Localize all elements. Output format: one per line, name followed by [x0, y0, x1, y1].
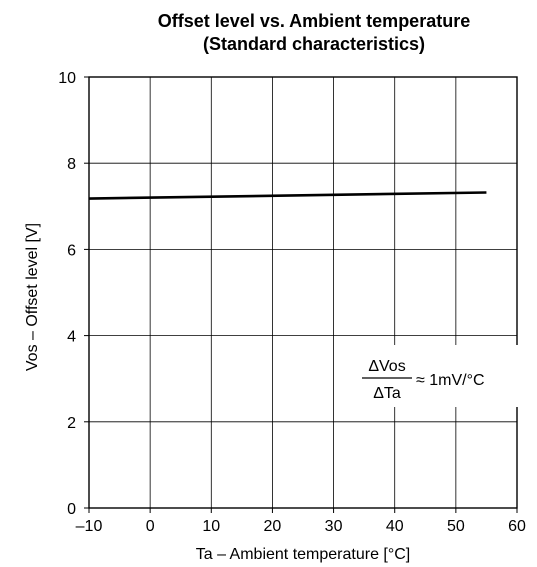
- plot-frame: [88, 76, 518, 509]
- chart-subtitle: (Standard characteristics): [203, 34, 425, 54]
- x-tick-label: 60: [508, 518, 526, 535]
- y-tick-label: 6: [67, 242, 76, 259]
- x-tick-label: –10: [76, 518, 103, 535]
- y-tick-label: 10: [58, 70, 76, 87]
- annotation-denominator: ΔTa: [373, 385, 401, 402]
- y-tick-label: 4: [67, 329, 76, 346]
- chart-title: Offset level vs. Ambient temperature: [158, 11, 470, 31]
- x-axis-label: Ta – Ambient temperature [°C]: [196, 546, 411, 563]
- grid: [89, 77, 517, 508]
- x-tick-label: 50: [447, 518, 465, 535]
- series-line-0: [88, 191, 487, 200]
- x-tick-label: 20: [264, 518, 282, 535]
- y-tick-label: 8: [67, 156, 76, 173]
- slope-annotation: ΔVos ΔTa ≈ 1mV/°C: [358, 345, 518, 407]
- x-axis-ticks: –10 0 10 20 30 40 50 60: [76, 508, 526, 535]
- annotation-numerator: ΔVos: [368, 358, 405, 375]
- y-tick-label: 0: [67, 501, 76, 518]
- annotation-suffix: ≈ 1mV/°C: [416, 372, 485, 389]
- x-tick-label: 0: [146, 518, 155, 535]
- x-tick-label: 10: [202, 518, 220, 535]
- annotation-background: [358, 345, 518, 407]
- x-tick-label: 30: [325, 518, 343, 535]
- y-axis-ticks: 0 2 4 6 8 10: [58, 70, 89, 518]
- series-layer: [88, 191, 487, 200]
- y-tick-label: 2: [67, 415, 76, 432]
- x-tick-label: 40: [386, 518, 404, 535]
- y-axis-label: Vos – Offset level [V]: [24, 223, 41, 371]
